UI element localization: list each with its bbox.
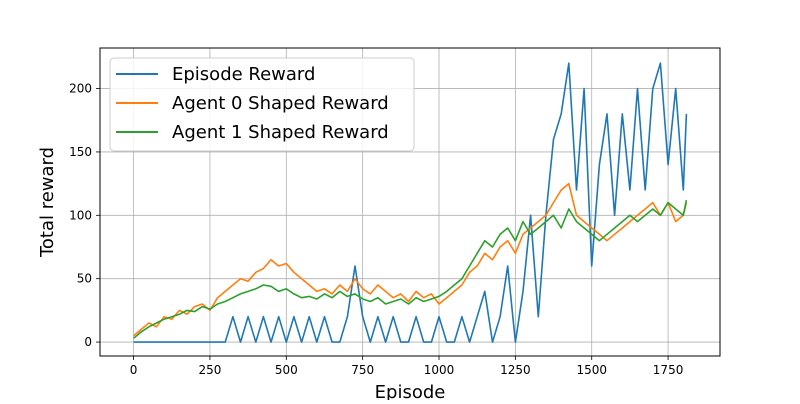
y-tick-label: 150 — [69, 145, 92, 159]
series-line-0 — [133, 62, 688, 343]
y-tick-label: 50 — [77, 272, 92, 286]
x-axis: 0 250 500 750 1000 1250 1500 1750 — [130, 356, 684, 377]
legend-label-2: Agent 1 Shaped Reward — [172, 122, 389, 143]
y-tick-label: 0 — [84, 335, 92, 349]
y-tick-label: 200 — [69, 82, 92, 96]
legend-label-0: Episode Reward — [172, 64, 315, 85]
x-tick-label: 1750 — [653, 363, 684, 377]
series-line-2 — [133, 199, 688, 339]
legend: Episode Reward Agent 0 Shaped Reward Agent… — [109, 57, 415, 152]
legend-label-1: Agent 0 Shaped Reward — [172, 93, 389, 114]
x-tick-label: 1250 — [500, 363, 531, 377]
x-tick-label: 250 — [198, 363, 221, 377]
x-tick-label: 1000 — [424, 363, 455, 377]
y-axis-label: Total reward — [37, 147, 58, 258]
series-line-1 — [133, 182, 688, 337]
plot-frame — [99, 47, 721, 357]
series-layer — [133, 62, 688, 343]
y-tick-label: 100 — [69, 208, 92, 222]
y-axis: 0 50 100 150 200 — [69, 82, 100, 349]
x-tick-label: 0 — [130, 363, 138, 377]
x-tick-label: 1500 — [576, 363, 607, 377]
x-tick-label: 750 — [351, 363, 374, 377]
x-axis-label: Episode — [375, 382, 446, 400]
x-tick-label: 500 — [275, 363, 298, 377]
legend-box — [109, 57, 415, 152]
